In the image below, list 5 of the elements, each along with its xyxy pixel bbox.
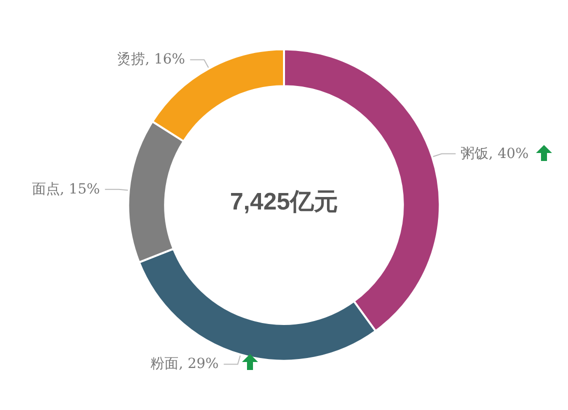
slice-label: 粥饭, 40% bbox=[460, 146, 529, 162]
slice-label: 粉面, 29% bbox=[150, 356, 219, 372]
text: 7,425亿元 bbox=[230, 188, 338, 216]
slice-label: 烫捞, 16% bbox=[117, 52, 186, 68]
slice-label: 面点, 15% bbox=[32, 181, 100, 198]
